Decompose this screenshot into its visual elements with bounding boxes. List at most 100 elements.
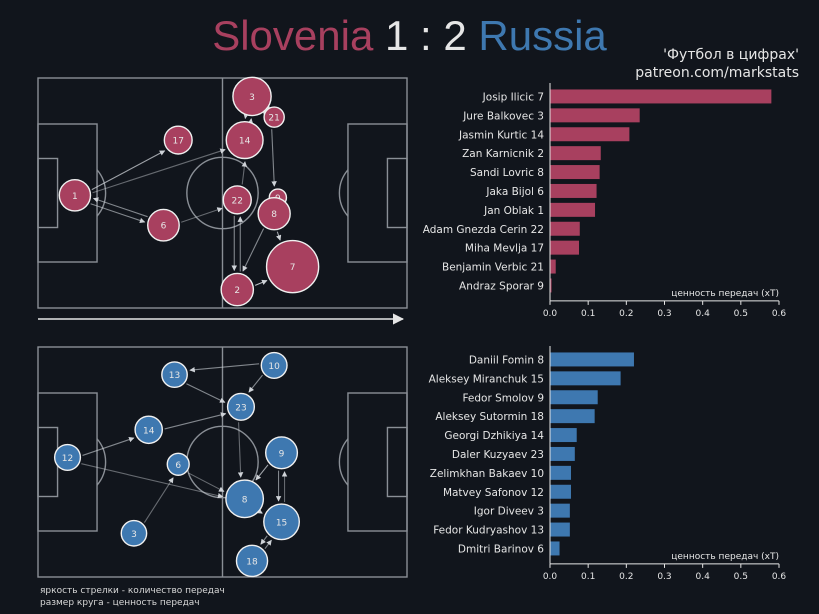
player-node-label: 9 (279, 449, 285, 459)
player-node (220, 272, 255, 307)
away-team-name: Russia (478, 12, 607, 59)
player-node-label: 12 (62, 454, 73, 464)
pass-arrow (271, 129, 277, 187)
pass-arrow (260, 535, 268, 545)
x-tick-label: 0.4 (696, 309, 711, 319)
pass-arrow (241, 161, 248, 185)
player-node-label: 21 (268, 114, 279, 124)
player-node (53, 443, 82, 471)
player-node (147, 208, 180, 242)
pass-arrow (264, 539, 272, 550)
bar-chart-russia: Daniil Fomin 8 Aleksey Miranchuk 15 Fedor … (429, 346, 786, 582)
pass-arrow (91, 150, 166, 191)
away-score: 2 (443, 12, 467, 59)
x-tick-label: 0.4 (696, 572, 711, 582)
player-node (263, 503, 300, 541)
score-separator: : (420, 12, 432, 59)
pass-arrow (92, 148, 226, 194)
bar (550, 390, 598, 405)
player-node (232, 76, 272, 117)
credit-line-2[interactable]: patreon.com/markstats (635, 65, 799, 81)
x-tick-label: 0.5 (734, 572, 748, 582)
player-node-label: 15 (276, 518, 287, 528)
bar (550, 522, 570, 537)
credit: 'Футбол в цифрах' patreon.com/markstats (635, 46, 799, 82)
home-team-name: Slovenia (212, 12, 374, 59)
bar-category-label: Matvey Safonov 12 (443, 487, 544, 499)
pass-arrow (81, 463, 224, 499)
goal-area-left (37, 157, 59, 229)
player-node (265, 436, 299, 470)
player-node (166, 452, 190, 476)
player-node-label: 23 (235, 403, 246, 413)
bar (550, 503, 570, 518)
penalty-arc-right (338, 169, 349, 217)
bar (550, 465, 571, 480)
pass-arrow (237, 422, 244, 478)
pass-arrow (164, 412, 227, 430)
player-node (235, 544, 269, 578)
player-node (226, 392, 256, 421)
player-node-label: 14 (143, 426, 155, 436)
credit-line-1: 'Футбол в цифрах' (663, 47, 799, 63)
bar-category-label: Igor Diveev 3 (474, 506, 544, 518)
pass-arrow (143, 477, 174, 523)
penalty-area-right (347, 392, 408, 532)
x-axis-label: ценность передач (xT) (671, 289, 779, 299)
pass-arrow (254, 279, 268, 286)
pass-arrow (90, 203, 146, 224)
player-node-label: 6 (161, 222, 167, 232)
legend-notes: яркость стрелки - количество передач раз… (40, 585, 225, 609)
pass-arrow (186, 383, 226, 403)
bar (550, 165, 600, 180)
player-node (265, 239, 320, 294)
player-node-label: 8 (242, 495, 248, 505)
bar-category-label: Aleksey Sutormin 18 (435, 411, 544, 423)
bar (550, 352, 634, 367)
pass-arrow (248, 374, 263, 393)
bar-category-label: Josip Ilicic 7 (482, 91, 544, 103)
bar-category-label: Andraz Sporar 9 (459, 280, 544, 292)
pitch-slovenia: 117632114229872 (37, 76, 408, 309)
pass-arrow (256, 508, 263, 514)
bar-category-label: Georgi Dzhikiya 14 (444, 430, 544, 442)
bar (550, 428, 577, 443)
bar (550, 146, 601, 161)
player-node (225, 120, 264, 160)
player-node (134, 415, 164, 445)
player-node-label: 6 (175, 461, 181, 471)
center-circle (186, 156, 259, 230)
goal-area-right (386, 426, 408, 498)
player-node (120, 519, 148, 547)
pitch-russia: 12 13 10 23 14 6 3 9 8 15 18 (37, 346, 408, 578)
bar-category-label: Zan Karnicnik 2 (462, 148, 544, 160)
bar (550, 484, 571, 499)
player-node-label: 17 (172, 137, 183, 147)
bar-category-label: Jure Balkovec 3 (462, 110, 544, 122)
player-node (257, 196, 291, 231)
player-node-label: 14 (239, 137, 251, 147)
bar-chart-slovenia: Josip Ilicic 7 Jure Balkovec 3 Jasmin Kurt… (423, 83, 787, 319)
player-node (225, 479, 265, 519)
bar (550, 127, 630, 142)
pass-arrow (275, 231, 282, 241)
bar-category-label: Jasmin Kurtic 14 (458, 129, 544, 141)
goal-area-left (37, 426, 59, 498)
bar (550, 409, 595, 424)
penalty-area-right (347, 123, 408, 263)
pass-arrows (90, 103, 282, 286)
pass-arrow (181, 207, 223, 223)
bar (550, 221, 580, 236)
bar-category-label: Daniil Fomin 8 (469, 354, 544, 366)
legend-note-circle: размер круга - ценность передач (40, 598, 200, 608)
legend-note-arrow: яркость стрелки - количество передач (40, 586, 225, 596)
bar-category-label: Aleksey Miranchuk 15 (429, 373, 544, 385)
player-node-label: 18 (246, 557, 258, 567)
player-node-label: 13 (169, 371, 180, 381)
bar-category-label: Fedor Smolov 9 (462, 392, 544, 404)
bar-category-label: Dmitri Barinov 6 (458, 543, 544, 555)
player-node (222, 185, 252, 215)
x-tick-label: 0.5 (734, 309, 748, 319)
x-tick-label: 0.6 (772, 309, 787, 319)
